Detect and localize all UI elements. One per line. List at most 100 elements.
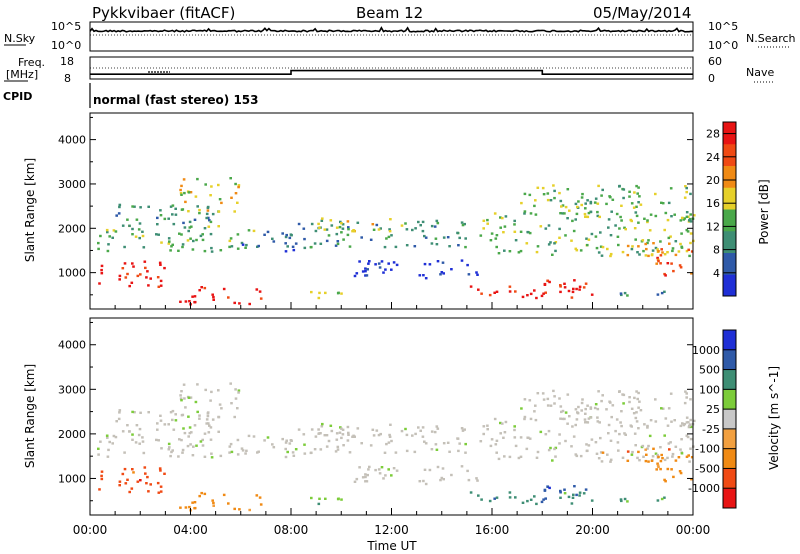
velocity-colorbar-label-6: 500 [699,364,720,377]
power-colorbar-swatch-1 [723,252,736,275]
velocity-cell [229,442,233,446]
velocity-cell [330,429,334,433]
power-cell [587,238,591,241]
power-cell [670,215,673,218]
power-cell [142,246,146,249]
power-cell [659,262,662,265]
velocity-cell [637,406,640,409]
velocity-cell [646,424,649,428]
power-cell [597,184,600,188]
power-cell [193,218,197,221]
velocity-cell [219,454,223,458]
power-cell [513,223,516,226]
velocity-cell [508,491,512,494]
velocity-cell [394,451,398,454]
velocity-cell [519,455,523,458]
velocity-cell [533,495,536,498]
velocity-cell [230,450,234,454]
velocity-cell [252,435,256,438]
velocity-cell [347,433,350,436]
velocity-cell [142,451,146,455]
power-cell [553,189,556,193]
velocity-cell [380,466,384,469]
power-cell [536,245,540,248]
power-cell [126,272,129,276]
power-cell [200,286,203,289]
power-cell [663,272,666,276]
velocity-cell [189,396,193,399]
velocity-cell [634,416,638,420]
velocity-cell [390,439,393,443]
power-cell [520,201,523,205]
power-cell [236,233,240,236]
velocity-cell [247,434,251,438]
power-cell [618,227,621,230]
velocity-cell [576,411,579,414]
power-cell [187,210,190,213]
power-cell [521,295,525,299]
velocity-cell [683,401,687,405]
power-cell [318,226,321,229]
velocity-cell [131,433,134,436]
velocity-cell [128,490,131,494]
power-cell [189,191,193,194]
velocity-cell [596,416,599,419]
power-cell [156,276,160,279]
power-cell [310,290,313,294]
power-cell [486,218,489,222]
power-cell [419,224,422,227]
power-cell [126,218,129,221]
velocity-cell [561,409,565,413]
power-cell [680,232,683,235]
power-cell [160,241,163,244]
velocity-cell [313,448,317,451]
velocity-cell [514,496,517,499]
velocity-colorbar-label-0: -1000 [688,482,720,495]
power-cell [159,209,162,212]
velocity-cell [620,424,623,428]
power-cell [131,262,134,265]
velocity-cell [319,448,323,451]
power-ytick-label-3: 4000 [58,134,86,147]
velocity-cell [180,438,183,442]
power-cell [620,293,623,297]
velocity-cell [674,459,678,462]
power-cell [203,249,207,253]
velocity-cell [193,501,197,504]
power-cell [542,292,545,295]
power-cell [405,244,409,247]
velocity-cell [477,494,480,497]
velocity-cell [126,478,129,481]
power-colorbar-label-4: 20 [706,174,720,187]
power-cell [436,221,440,225]
velocity-cell [193,424,197,427]
velocity-cell [476,479,479,482]
velocity-cell [520,407,523,410]
velocity-cell [144,472,147,475]
power-cell [390,234,393,237]
velocity-cell [212,501,215,505]
velocity-cell [513,436,517,439]
power-panel: 1000 2000 3000 4000 Slant Range [km] [23,112,696,310]
power-cell [666,262,670,265]
velocity-cell [341,433,345,436]
power-cell [667,201,671,205]
power-cell [652,242,655,245]
velocity-cell [327,439,331,443]
power-cell [430,242,434,245]
velocity-ytick-label-0: 1000 [58,472,86,485]
power-cell [503,225,507,228]
power-cell [660,248,663,251]
power-cell [646,241,649,245]
velocity-cell [564,439,567,443]
power-cell [335,226,339,229]
power-cell [198,208,201,212]
velocity-cell [367,468,370,471]
velocity-cell [178,438,181,441]
power-cell [441,261,445,264]
power-cell [659,254,663,257]
power-cell [584,202,587,205]
power-cell [619,215,622,219]
power-cell [571,219,574,223]
velocity-cell [236,407,239,410]
